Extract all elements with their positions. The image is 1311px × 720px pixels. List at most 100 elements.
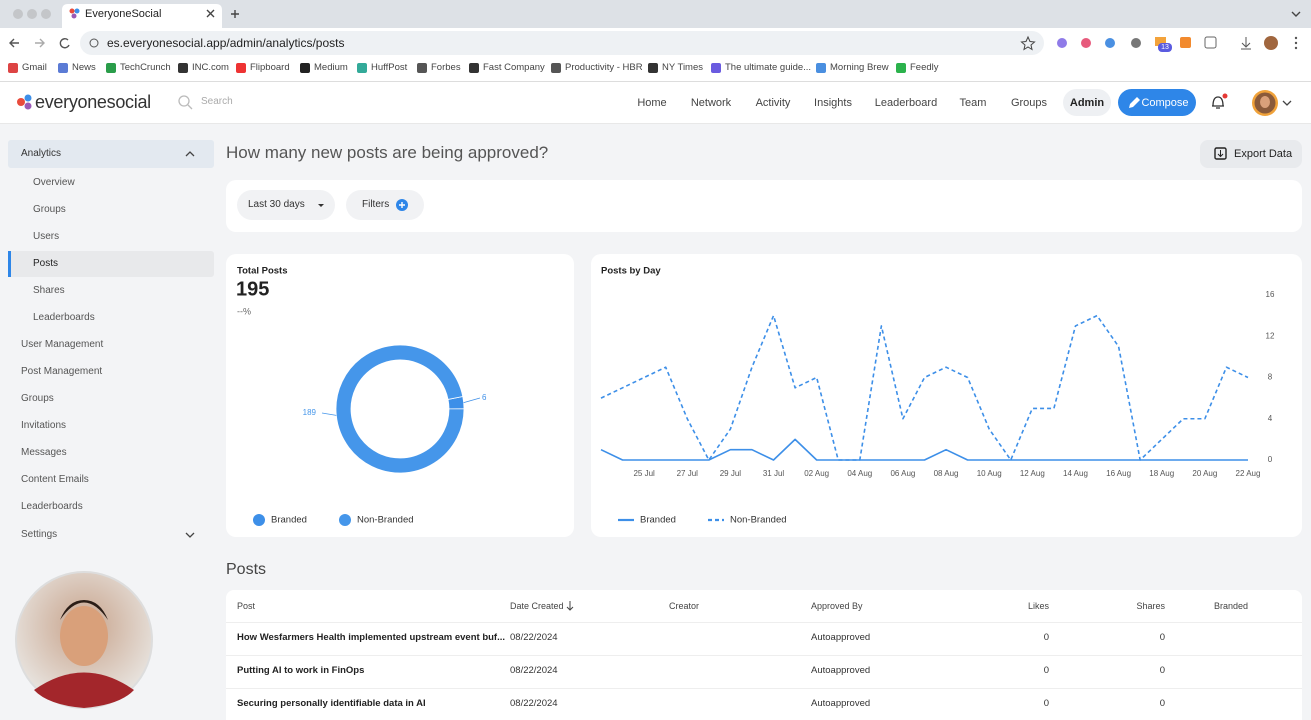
- bookmark-icon: [300, 63, 310, 73]
- bookmark-icon: [8, 63, 18, 73]
- bookmark[interactable]: HuffPost: [371, 62, 408, 73]
- x-tick-label: 20 Aug: [1192, 469, 1217, 478]
- bookmark[interactable]: Productivity - HBR: [565, 62, 643, 73]
- bookmark-icon: [106, 63, 116, 73]
- bookmark[interactable]: INC.com: [192, 62, 229, 73]
- post-title[interactable]: Securing personally identifiable data in…: [237, 698, 426, 709]
- bookmark[interactable]: Morning Brew: [830, 62, 889, 73]
- admin-link[interactable]: Admin: [1069, 97, 1105, 109]
- bookmark[interactable]: News: [72, 62, 96, 73]
- x-tick-label: 08 Aug: [934, 469, 959, 478]
- legend-label: Branded: [271, 515, 307, 526]
- sidebar-section[interactable]: Analytics: [21, 148, 62, 159]
- nav-link[interactable]: Leaderboard: [874, 97, 938, 109]
- bookmark[interactable]: TechCrunch: [120, 62, 171, 73]
- shares: 0: [1159, 698, 1165, 709]
- nav-link[interactable]: Activity: [755, 97, 791, 109]
- nav-link[interactable]: Insights: [814, 97, 852, 109]
- x-tick-label: 10 Aug: [977, 469, 1002, 478]
- bookmark[interactable]: NY Times: [662, 62, 704, 73]
- sidebar-item[interactable]: Post Management: [21, 366, 103, 377]
- bookmark[interactable]: Gmail: [22, 62, 47, 73]
- legend-marker: [253, 514, 265, 526]
- chart: Posts by Day 0 4 8 12 16 25 Jul 27 Jul 29 Jul 31 …: [600, 266, 1275, 526]
- y-tick-label: 0: [1268, 455, 1273, 464]
- column-header: Likes: [1027, 601, 1049, 611]
- x-tick-label: 12 Aug: [1020, 469, 1045, 478]
- sidebar-subitem[interactable]: Overview: [33, 177, 75, 188]
- sidebar-item[interactable]: Leaderboards: [21, 501, 83, 512]
- search-placeholder[interactable]: Search: [201, 96, 233, 107]
- post-title[interactable]: Putting AI to work in FinOps: [237, 665, 365, 676]
- likes: 0: [1043, 632, 1049, 643]
- data-line: [600, 314, 1249, 461]
- column-header[interactable]: Date Created: [510, 601, 564, 611]
- bookmark-icon: [816, 63, 826, 73]
- date-created: 08/22/2024: [510, 632, 558, 643]
- sidebar-item[interactable]: Content Emails: [21, 474, 89, 485]
- sidebar-subitem[interactable]: Leaderboards: [33, 312, 95, 323]
- sidebar-subitem[interactable]: Groups: [33, 204, 66, 215]
- legend-label: Branded: [640, 515, 676, 526]
- export-button[interactable]: Export Data: [1234, 148, 1293, 160]
- x-tick-label: 27 Jul: [677, 469, 699, 478]
- date-range[interactable]: Last 30 days: [248, 199, 305, 210]
- sidebar-subitem[interactable]: Users: [33, 231, 60, 242]
- column-header: Creator: [669, 601, 700, 611]
- sidebar-item[interactable]: User Management: [21, 339, 104, 350]
- x-tick-label: 16 Aug: [1106, 469, 1131, 478]
- x-tick-label: 14 Aug: [1063, 469, 1088, 478]
- sidebar-subitem[interactable]: Shares: [33, 285, 65, 296]
- shares: 0: [1159, 665, 1165, 676]
- label-leader: [321, 412, 337, 416]
- nav-link[interactable]: Groups: [1010, 97, 1048, 109]
- filters-button[interactable]: Filters: [362, 199, 390, 210]
- bookmark[interactable]: Feedly: [910, 62, 939, 73]
- slice-label: 189: [303, 408, 317, 417]
- bookmark-icon: [551, 63, 561, 73]
- nav-link[interactable]: Home: [637, 97, 667, 109]
- shares: 0: [1159, 632, 1165, 643]
- sidebar-settings[interactable]: Settings: [21, 529, 58, 540]
- x-tick-label: 06 Aug: [890, 469, 915, 478]
- bookmark-icon: [178, 63, 188, 73]
- bookmark-icon: [896, 63, 906, 73]
- sidebar-item[interactable]: Invitations: [21, 420, 67, 431]
- likes: 0: [1043, 665, 1049, 676]
- column-header: Branded: [1214, 601, 1249, 611]
- legend-marker: [339, 514, 351, 526]
- column-header: Approved By: [811, 601, 863, 611]
- post-title[interactable]: How Wesfarmers Health implemented upstre…: [237, 632, 506, 643]
- legend-label: Non-Branded: [357, 515, 414, 526]
- sidebar-item[interactable]: Groups: [21, 393, 54, 404]
- approved-by: Autoapproved: [811, 698, 871, 709]
- bookmark-icon: [469, 63, 479, 73]
- change-value: --%: [237, 306, 251, 316]
- bookmark[interactable]: Flipboard: [250, 62, 290, 73]
- bookmark[interactable]: Forbes: [431, 62, 461, 73]
- y-tick-label: 4: [1268, 414, 1273, 423]
- bookmark-icon: [236, 63, 246, 73]
- bookmark[interactable]: Fast Company: [483, 62, 545, 73]
- x-tick-label: 29 Jul: [720, 469, 742, 478]
- sidebar-item[interactable]: Messages: [21, 447, 67, 458]
- url[interactable]: es.everyonesocial.app/admin/analytics/po…: [107, 36, 345, 50]
- column-header: Shares: [1136, 601, 1165, 611]
- bookmark[interactable]: The ultimate guide...: [725, 62, 812, 73]
- compose-button[interactable]: Compose: [1141, 97, 1189, 109]
- bookmark[interactable]: Medium: [314, 62, 348, 73]
- sidebar-subitem[interactable]: Posts: [33, 258, 59, 269]
- nav-link[interactable]: Team: [959, 97, 987, 109]
- pie-slice: [335, 344, 465, 474]
- page-title: How many new posts are being approved?: [226, 143, 549, 162]
- chart-title: Posts by Day: [601, 266, 661, 277]
- nav-link[interactable]: Network: [690, 97, 732, 109]
- legend-label: Non-Branded: [730, 515, 787, 526]
- x-tick-label: 02 Aug: [804, 469, 829, 478]
- logo: everyonesocial: [35, 92, 151, 112]
- x-tick-label: 31 Jul: [763, 469, 785, 478]
- date-created: 08/22/2024: [510, 698, 558, 709]
- chart-title: Total Posts: [237, 266, 288, 277]
